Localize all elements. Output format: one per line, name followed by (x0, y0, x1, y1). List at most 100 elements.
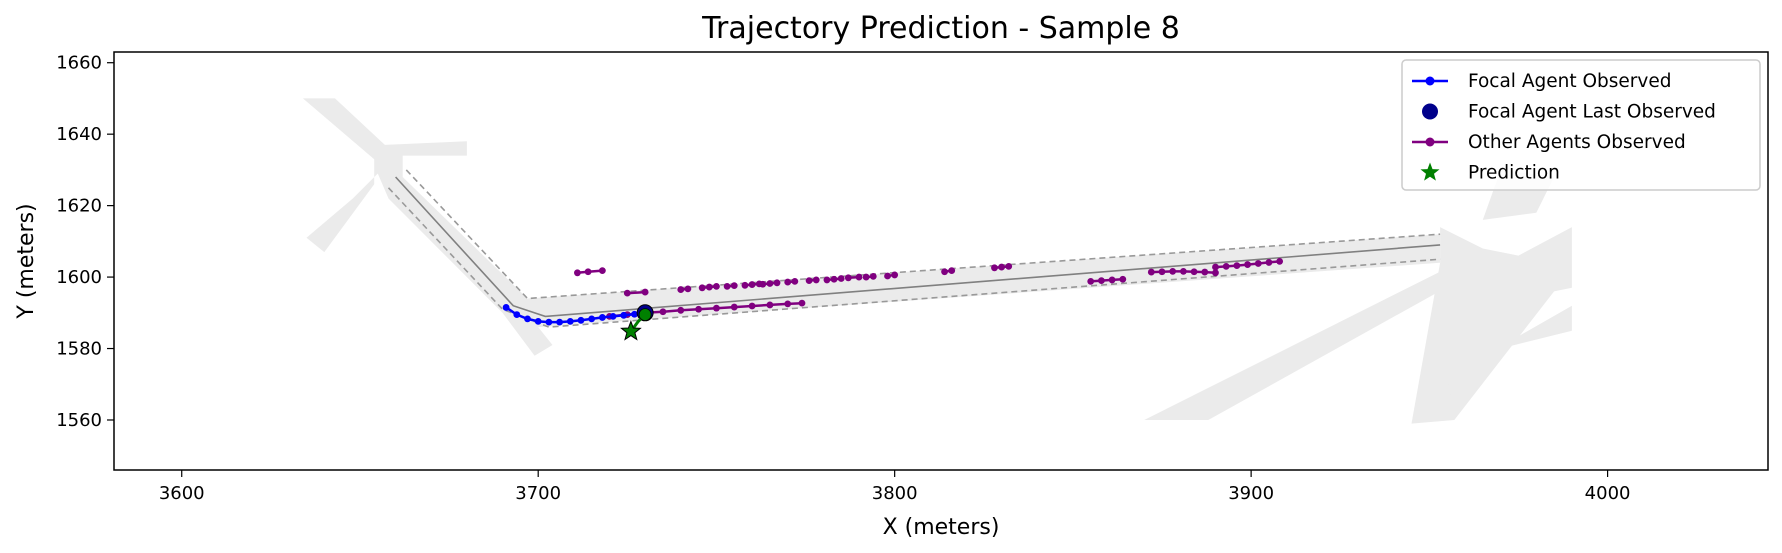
other-agent-point (1169, 267, 1177, 275)
y-tick-label: 1600 (56, 267, 102, 288)
y-tick-label: 1620 (56, 196, 102, 217)
y-tick-label: 1560 (56, 410, 102, 431)
other-agent-point (641, 288, 649, 296)
other-agent-point (948, 267, 956, 275)
other-agent-point (713, 304, 720, 312)
other-agent-point (741, 281, 749, 289)
other-agent-point (730, 282, 738, 290)
y-axis-label: Y (meters) (14, 203, 39, 319)
prediction-end-star (620, 319, 642, 341)
prediction-layer (620, 308, 652, 341)
other-agent-point (748, 302, 756, 310)
other-agent-point (623, 289, 631, 297)
other-agent-point (784, 278, 792, 286)
other-agent-point (695, 305, 703, 313)
x-tick-label: 3800 (872, 483, 918, 504)
plot-frame (113, 51, 1769, 471)
other-agent-point (723, 282, 731, 290)
other-agent-point (1108, 276, 1116, 284)
legend-box (1401, 59, 1761, 191)
other-agent-point (1087, 277, 1095, 285)
other-agent-point (766, 280, 774, 287)
other-agent-point (862, 273, 870, 281)
y-axis: 1560 1580 1600 1620 1640 1660 (56, 53, 114, 431)
prediction-start-point (638, 308, 652, 321)
other-agent-point (1222, 262, 1230, 270)
other-agent-point (941, 268, 948, 276)
x-tick-label: 3600 (159, 483, 205, 504)
focal-agent-point (609, 312, 617, 320)
x-axis: 3600 3700 3800 3900 4000 (159, 470, 1631, 504)
other-agent-point (748, 281, 756, 288)
other-agent-point (837, 275, 845, 282)
x-tick-label: 3900 (1228, 483, 1274, 504)
other-agent-point (844, 274, 852, 282)
other-agent-point (1098, 277, 1105, 285)
other-agent-point (812, 276, 820, 284)
focal-agent-point (534, 317, 542, 325)
other-agent-point (1254, 260, 1262, 267)
legend-label: Prediction (1468, 163, 1560, 184)
lane-centerline (395, 176, 1441, 318)
other-agent-point (805, 277, 813, 285)
legend-dot (1425, 76, 1435, 86)
focal-agent-point (577, 316, 585, 324)
other-agent-point (1179, 267, 1187, 275)
other-agent-point (730, 303, 738, 311)
legend-star (1420, 162, 1440, 181)
legend-label: Focal Agent Observed (1468, 71, 1671, 92)
other-agent-point (705, 283, 713, 291)
other-agent-point (991, 264, 998, 272)
road-polygon (1144, 259, 1465, 420)
other-agent-point (869, 272, 877, 280)
other-agent-point (823, 276, 831, 284)
other-agent-point (1233, 262, 1241, 270)
legend-dot (1425, 137, 1435, 147)
other-agent-point (791, 277, 799, 285)
focal-agent-point (545, 318, 553, 326)
focal-agent-point (524, 315, 531, 323)
legend-big-dot (1422, 103, 1438, 120)
other-agent-point (677, 286, 685, 293)
road-polygon (302, 98, 1441, 356)
legend-label: Other Agents Observed (1468, 132, 1686, 153)
y-tick-label: 1660 (56, 53, 102, 74)
other-agent-point (1212, 263, 1219, 271)
other-agent-point (1276, 257, 1284, 265)
other-agent-point (584, 268, 592, 276)
other-agent-point (784, 300, 792, 308)
other-agent-point (1212, 269, 1219, 277)
other-agent-point (574, 269, 581, 277)
other-agent-point (891, 271, 899, 279)
other-agent-point (766, 301, 774, 309)
chart-title: Trajectory Prediction - Sample 8 (701, 11, 1180, 46)
other-agent-point (855, 273, 863, 281)
other-agent-point (798, 299, 806, 307)
other-agent-point (1201, 268, 1209, 276)
plot-area (302, 98, 1572, 424)
other-agent-point (1244, 261, 1251, 268)
focal-agent-point (556, 318, 563, 326)
other-agent-point (677, 306, 685, 314)
other-agent-point (1265, 259, 1273, 266)
x-tick-label: 4000 (1585, 483, 1631, 504)
other-agent-point (884, 272, 891, 280)
other-agent-point (1147, 268, 1155, 276)
legend-label: Focal Agent Last Observed (1468, 102, 1716, 123)
other-agent-point (998, 263, 1005, 271)
other-agents-layer (574, 257, 1284, 320)
focal-agent-point (566, 317, 574, 325)
focal-agent-point (588, 315, 596, 323)
x-axis-label: X (meters) (883, 515, 1000, 540)
focal-agent-point (631, 310, 638, 318)
focal-agent-point (513, 311, 521, 318)
other-agent-point (684, 285, 692, 293)
other-agent-point (1005, 262, 1013, 270)
other-agent-point (713, 282, 720, 290)
other-agent-point (830, 275, 838, 283)
other-agent-point (1190, 268, 1198, 276)
other-agent-point (1158, 268, 1166, 276)
focal-agent-point (598, 314, 606, 321)
other-agent-point (659, 308, 667, 316)
